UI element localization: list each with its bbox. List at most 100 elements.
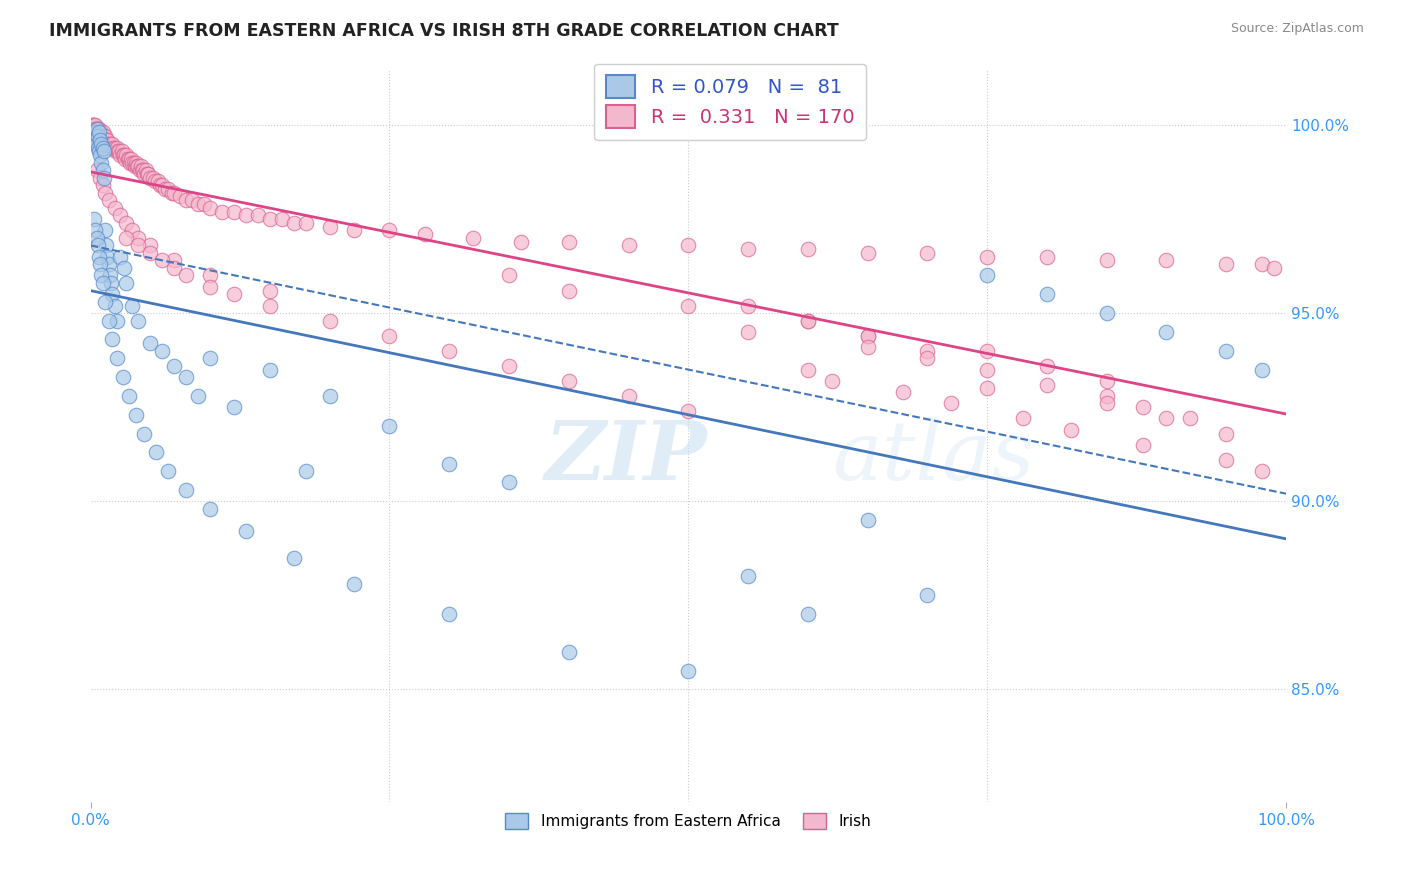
- Point: [558, 645, 581, 659]
- Point: [259, 362, 281, 376]
- Point: [976, 250, 998, 264]
- Point: [98, 136, 121, 151]
- Point: [678, 299, 700, 313]
- Point: [87, 121, 110, 136]
- Point: [193, 197, 215, 211]
- Point: [222, 400, 245, 414]
- Point: [82, 129, 104, 144]
- Point: [181, 193, 204, 207]
- Point: [1095, 374, 1118, 388]
- Point: [1251, 362, 1274, 376]
- Point: [246, 208, 269, 222]
- Point: [94, 223, 117, 237]
- Point: [283, 216, 305, 230]
- Point: [97, 313, 120, 327]
- Point: [139, 336, 162, 351]
- Text: atlas: atlas: [832, 417, 1033, 498]
- Point: [235, 208, 257, 222]
- Point: [139, 246, 162, 260]
- Point: [439, 343, 461, 358]
- Point: [174, 268, 197, 283]
- Point: [90, 126, 112, 140]
- Point: [737, 242, 759, 256]
- Point: [101, 136, 124, 151]
- Point: [318, 313, 340, 327]
- Point: [115, 276, 138, 290]
- Point: [856, 328, 879, 343]
- Point: [1036, 359, 1059, 373]
- Point: [103, 201, 125, 215]
- Point: [120, 152, 142, 166]
- Point: [87, 238, 110, 252]
- Point: [104, 145, 127, 159]
- Point: [917, 246, 939, 260]
- Point: [83, 118, 105, 132]
- Point: [1251, 464, 1274, 478]
- Point: [82, 118, 104, 132]
- Point: [145, 445, 167, 459]
- Point: [129, 159, 152, 173]
- Point: [342, 577, 364, 591]
- Point: [84, 223, 107, 237]
- Point: [135, 163, 157, 178]
- Point: [378, 223, 401, 237]
- Point: [187, 197, 209, 211]
- Point: [135, 167, 157, 181]
- Point: [101, 333, 124, 347]
- Point: [174, 193, 197, 207]
- Point: [127, 313, 149, 327]
- Point: [294, 216, 316, 230]
- Point: [80, 118, 103, 132]
- Point: [1095, 253, 1118, 268]
- Point: [108, 145, 131, 159]
- Point: [149, 178, 172, 193]
- Point: [110, 148, 132, 162]
- Point: [97, 193, 120, 207]
- Point: [118, 152, 141, 166]
- Point: [127, 159, 149, 173]
- Point: [107, 145, 129, 159]
- Point: [89, 126, 111, 140]
- Point: [1095, 389, 1118, 403]
- Point: [112, 148, 135, 162]
- Point: [1095, 306, 1118, 320]
- Point: [1060, 423, 1083, 437]
- Point: [91, 133, 114, 147]
- Point: [678, 404, 700, 418]
- Point: [96, 133, 118, 147]
- Text: Source: ZipAtlas.com: Source: ZipAtlas.com: [1230, 22, 1364, 36]
- Point: [211, 204, 233, 219]
- Point: [1263, 260, 1285, 275]
- Point: [1156, 325, 1178, 339]
- Point: [498, 268, 520, 283]
- Point: [510, 235, 533, 249]
- Point: [1180, 411, 1202, 425]
- Point: [122, 155, 145, 169]
- Point: [678, 238, 700, 252]
- Point: [146, 174, 169, 188]
- Point: [90, 129, 112, 144]
- Point: [97, 136, 120, 151]
- Point: [856, 340, 879, 354]
- Point: [1132, 400, 1154, 414]
- Point: [157, 182, 180, 196]
- Point: [94, 186, 117, 200]
- Point: [91, 163, 114, 178]
- Point: [856, 513, 879, 527]
- Point: [917, 588, 939, 602]
- Point: [87, 126, 110, 140]
- Point: [1036, 377, 1059, 392]
- Point: [87, 121, 110, 136]
- Point: [114, 152, 136, 166]
- Point: [1215, 343, 1237, 358]
- Point: [94, 294, 117, 309]
- Point: [737, 569, 759, 583]
- Point: [86, 121, 108, 136]
- Point: [198, 201, 221, 215]
- Point: [91, 140, 114, 154]
- Point: [86, 136, 108, 151]
- Point: [120, 155, 142, 169]
- Point: [91, 126, 114, 140]
- Point: [86, 126, 108, 140]
- Point: [127, 238, 149, 252]
